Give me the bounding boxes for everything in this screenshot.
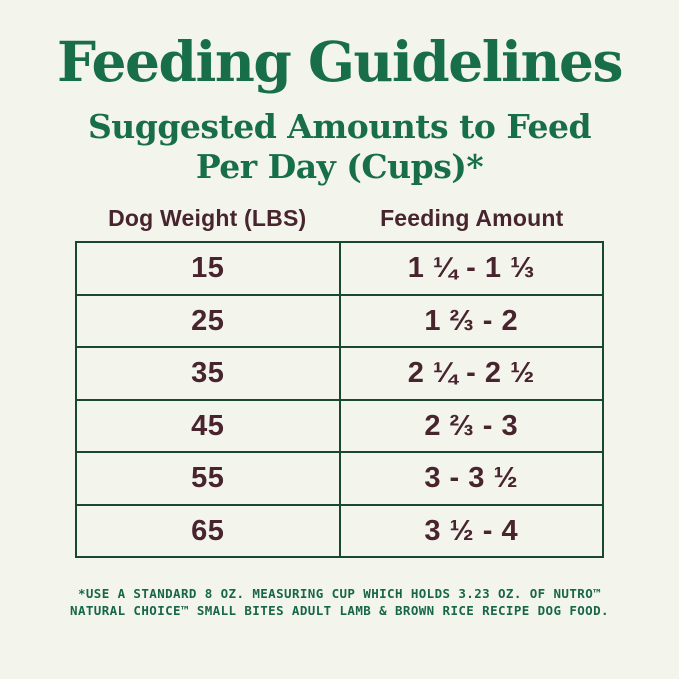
column-header-feeding-amount: Feeding Amount bbox=[380, 205, 564, 232]
dog-weight-cell: 15 bbox=[75, 241, 341, 296]
page-title: Feeding Guidelines bbox=[56, 29, 624, 94]
dog-weight-cell: 65 bbox=[75, 503, 341, 559]
table-row: 65 3 ½ - 4 bbox=[75, 503, 604, 559]
table-row: 55 3 - 3 ½ bbox=[75, 451, 604, 506]
table-row: 45 2 ⅔ - 3 bbox=[75, 398, 604, 454]
table-row: 35 2 ¼ - 2 ½ bbox=[75, 346, 604, 401]
table-header-row: Dog Weight (LBS) Feeding Amount bbox=[75, 205, 604, 232]
feeding-amount-cell: 1 ¼ - 1 ⅓ bbox=[338, 241, 604, 296]
column-header-dog-weight: Dog Weight (LBS) bbox=[108, 205, 307, 232]
subtitle-line-2: Per Day (Cups)* bbox=[195, 147, 484, 187]
dog-weight-cell: 35 bbox=[75, 346, 341, 401]
table-row: 25 1 ⅔ - 2 bbox=[75, 293, 604, 349]
feeding-amount-cell: 1 ⅔ - 2 bbox=[338, 293, 604, 349]
subtitle-line-1: Suggested Amounts to Feed bbox=[87, 107, 592, 147]
feeding-amount-cell: 3 ½ - 4 bbox=[338, 503, 604, 559]
feeding-amount-cell: 2 ¼ - 2 ½ bbox=[338, 346, 604, 401]
dog-weight-cell: 45 bbox=[75, 398, 341, 454]
footnote-line-2: NATURAL CHOICE™ SMALL BITES ADULT LAMB &… bbox=[70, 603, 609, 619]
table-row: 15 1 ¼ - 1 ⅓ bbox=[75, 241, 604, 296]
page-subtitle: Suggested Amounts to Feed Per Day (Cups)… bbox=[0, 107, 679, 187]
dog-weight-cell: 55 bbox=[75, 451, 341, 506]
footnote: *USE A STANDARD 8 OZ. MEASURING CUP WHIC… bbox=[0, 585, 679, 619]
dog-weight-cell: 25 bbox=[75, 293, 341, 349]
footnote-line-1: *USE A STANDARD 8 OZ. MEASURING CUP WHIC… bbox=[77, 586, 602, 602]
feeding-amount-cell: 2 ⅔ - 3 bbox=[338, 398, 604, 454]
feeding-table: 15 1 ¼ - 1 ⅓ 25 1 ⅔ - 2 35 2 ¼ - 2 ½ 45 2 ⅔ - 3… bbox=[75, 241, 604, 559]
table-body: 15 1 ¼ - 1 ⅓ 25 1 ⅔ - 2 35 2 ¼ - 2 ½ 45 2 ⅔ - 3… bbox=[75, 241, 604, 559]
feeding-amount-cell: 3 - 3 ½ bbox=[338, 451, 604, 506]
